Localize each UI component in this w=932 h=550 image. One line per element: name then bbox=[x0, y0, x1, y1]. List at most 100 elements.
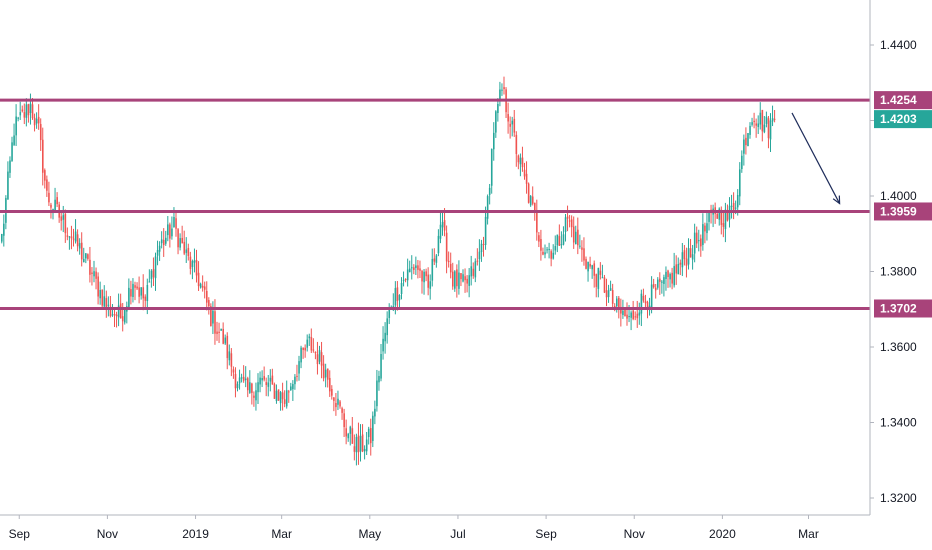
candle bbox=[396, 281, 399, 311]
candle bbox=[85, 252, 87, 264]
candle bbox=[156, 240, 159, 266]
candle bbox=[19, 101, 22, 120]
candle bbox=[708, 211, 710, 231]
candle bbox=[142, 274, 145, 311]
time-axis[interactable]: Sep Nov 2019 Mar May Jul Sep Nov 2020 Mar bbox=[0, 514, 870, 541]
candle bbox=[695, 226, 698, 249]
candle bbox=[46, 175, 48, 197]
candle bbox=[126, 301, 128, 324]
candle bbox=[230, 348, 233, 377]
candle bbox=[136, 282, 138, 291]
candle bbox=[154, 252, 157, 291]
candle bbox=[505, 87, 507, 119]
time-tick-label: Mar bbox=[271, 527, 292, 541]
candle bbox=[11, 136, 13, 162]
candle bbox=[437, 229, 440, 257]
candle bbox=[552, 244, 555, 260]
candle bbox=[642, 288, 645, 303]
candle bbox=[298, 355, 300, 381]
candle bbox=[486, 194, 489, 225]
candle bbox=[21, 105, 24, 113]
candle bbox=[540, 229, 542, 261]
candle bbox=[259, 371, 261, 393]
candle bbox=[160, 231, 163, 249]
candle bbox=[111, 304, 114, 317]
candle bbox=[654, 283, 657, 299]
candle bbox=[546, 246, 548, 254]
candle bbox=[665, 266, 667, 291]
candle bbox=[769, 113, 772, 153]
candle bbox=[607, 284, 610, 303]
candle bbox=[657, 277, 659, 290]
candle bbox=[601, 264, 604, 279]
candle bbox=[484, 206, 487, 250]
candle bbox=[226, 332, 229, 370]
candle bbox=[197, 261, 200, 291]
candle bbox=[706, 210, 708, 241]
candle bbox=[739, 162, 741, 206]
candle bbox=[548, 242, 550, 259]
candle bbox=[222, 322, 224, 345]
candle bbox=[76, 229, 79, 252]
candle bbox=[97, 272, 99, 305]
candle bbox=[316, 341, 319, 375]
candle bbox=[29, 93, 32, 125]
candle bbox=[470, 255, 473, 286]
forecast-arrow bbox=[791, 112, 841, 205]
candle bbox=[743, 134, 745, 166]
candle bbox=[206, 281, 208, 311]
candle bbox=[454, 270, 456, 292]
candle bbox=[257, 373, 259, 405]
candle bbox=[700, 234, 702, 257]
candle bbox=[495, 110, 497, 138]
candle bbox=[406, 258, 409, 287]
candle bbox=[511, 116, 514, 137]
candle bbox=[103, 285, 106, 310]
candle bbox=[335, 392, 337, 416]
candle bbox=[765, 111, 768, 128]
candle bbox=[23, 103, 26, 125]
candle bbox=[544, 244, 546, 259]
candle bbox=[113, 308, 116, 328]
candle bbox=[267, 374, 270, 397]
candle bbox=[279, 390, 282, 411]
candle bbox=[83, 247, 85, 263]
candle bbox=[458, 260, 460, 295]
candle bbox=[105, 290, 108, 318]
candle bbox=[663, 274, 665, 297]
candle bbox=[497, 98, 499, 122]
candle bbox=[464, 268, 466, 293]
candle bbox=[372, 411, 374, 448]
candle bbox=[261, 370, 263, 388]
time-tick-label: Sep bbox=[9, 527, 31, 541]
candle bbox=[476, 248, 479, 266]
candle bbox=[568, 214, 571, 228]
candle bbox=[296, 364, 298, 382]
candle bbox=[435, 253, 438, 268]
candle bbox=[757, 115, 760, 135]
candle bbox=[712, 204, 714, 228]
candle bbox=[271, 368, 274, 385]
candle bbox=[741, 150, 743, 173]
candle bbox=[429, 274, 432, 300]
candle bbox=[689, 238, 692, 258]
candle bbox=[68, 236, 71, 250]
candle bbox=[620, 298, 622, 327]
candle bbox=[249, 370, 251, 394]
candle bbox=[93, 260, 95, 283]
candle bbox=[341, 406, 343, 420]
candle bbox=[501, 83, 503, 96]
candle bbox=[419, 260, 421, 279]
candle bbox=[152, 257, 155, 286]
price-axis[interactable]: 1.44001.42001.40001.38001.36001.34001.32… bbox=[869, 0, 917, 515]
candle bbox=[609, 280, 612, 291]
candle bbox=[509, 116, 511, 139]
price-badge-label: 1.4254 bbox=[880, 93, 917, 107]
candle bbox=[449, 252, 452, 279]
candle bbox=[759, 102, 762, 130]
candle bbox=[236, 381, 239, 392]
candle bbox=[359, 424, 362, 462]
candle bbox=[283, 390, 286, 408]
candle bbox=[611, 283, 614, 309]
